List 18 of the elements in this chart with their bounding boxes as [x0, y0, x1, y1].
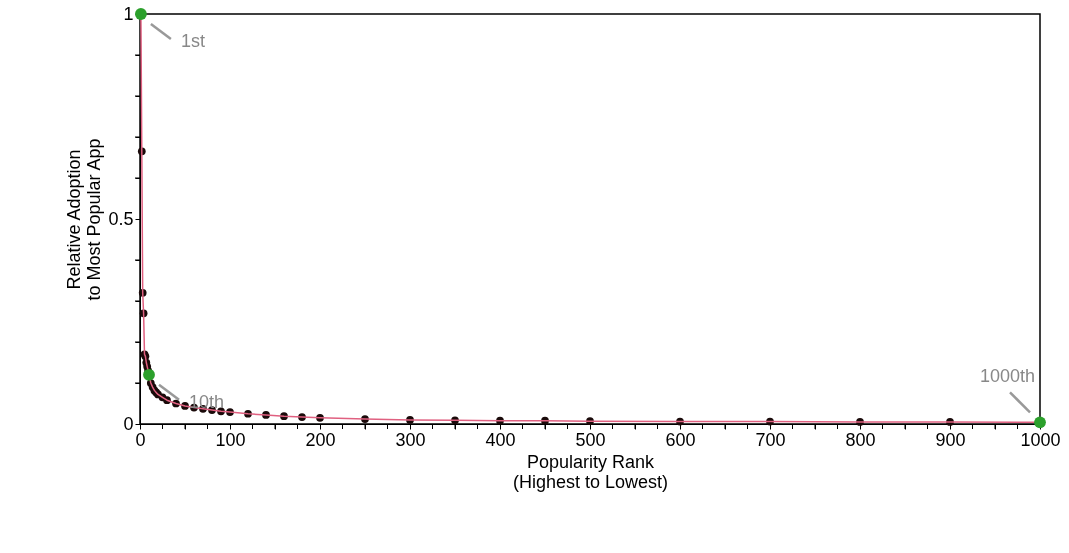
annotation: 10th — [189, 391, 225, 412]
y-tick-label: 0.5 — [108, 208, 134, 229]
x-tick-label: 100 — [215, 429, 246, 450]
annotation: 1st — [180, 31, 205, 51]
x-tick-label: 400 — [485, 429, 516, 450]
x-tick-label: 300 — [395, 429, 426, 450]
y-tick-label: 1 — [123, 3, 134, 24]
annotation: 1000th — [979, 366, 1035, 387]
y-axis-title: Relative Adoption to Most Popular App — [64, 138, 105, 301]
y-tick-label: 0 — [123, 413, 134, 434]
x-tick-label: 700 — [755, 429, 786, 450]
x-tick-label: 500 — [575, 429, 606, 450]
x-tick-label: 1000 — [1020, 429, 1061, 450]
x-tick-label: 600 — [665, 429, 696, 450]
x-tick-label: 200 — [305, 429, 336, 450]
x-tick-label: 800 — [845, 429, 876, 450]
x-axis-title: Popularity Rank (Highest to Lowest) — [512, 451, 669, 492]
x-tick-label: 900 — [935, 429, 966, 450]
